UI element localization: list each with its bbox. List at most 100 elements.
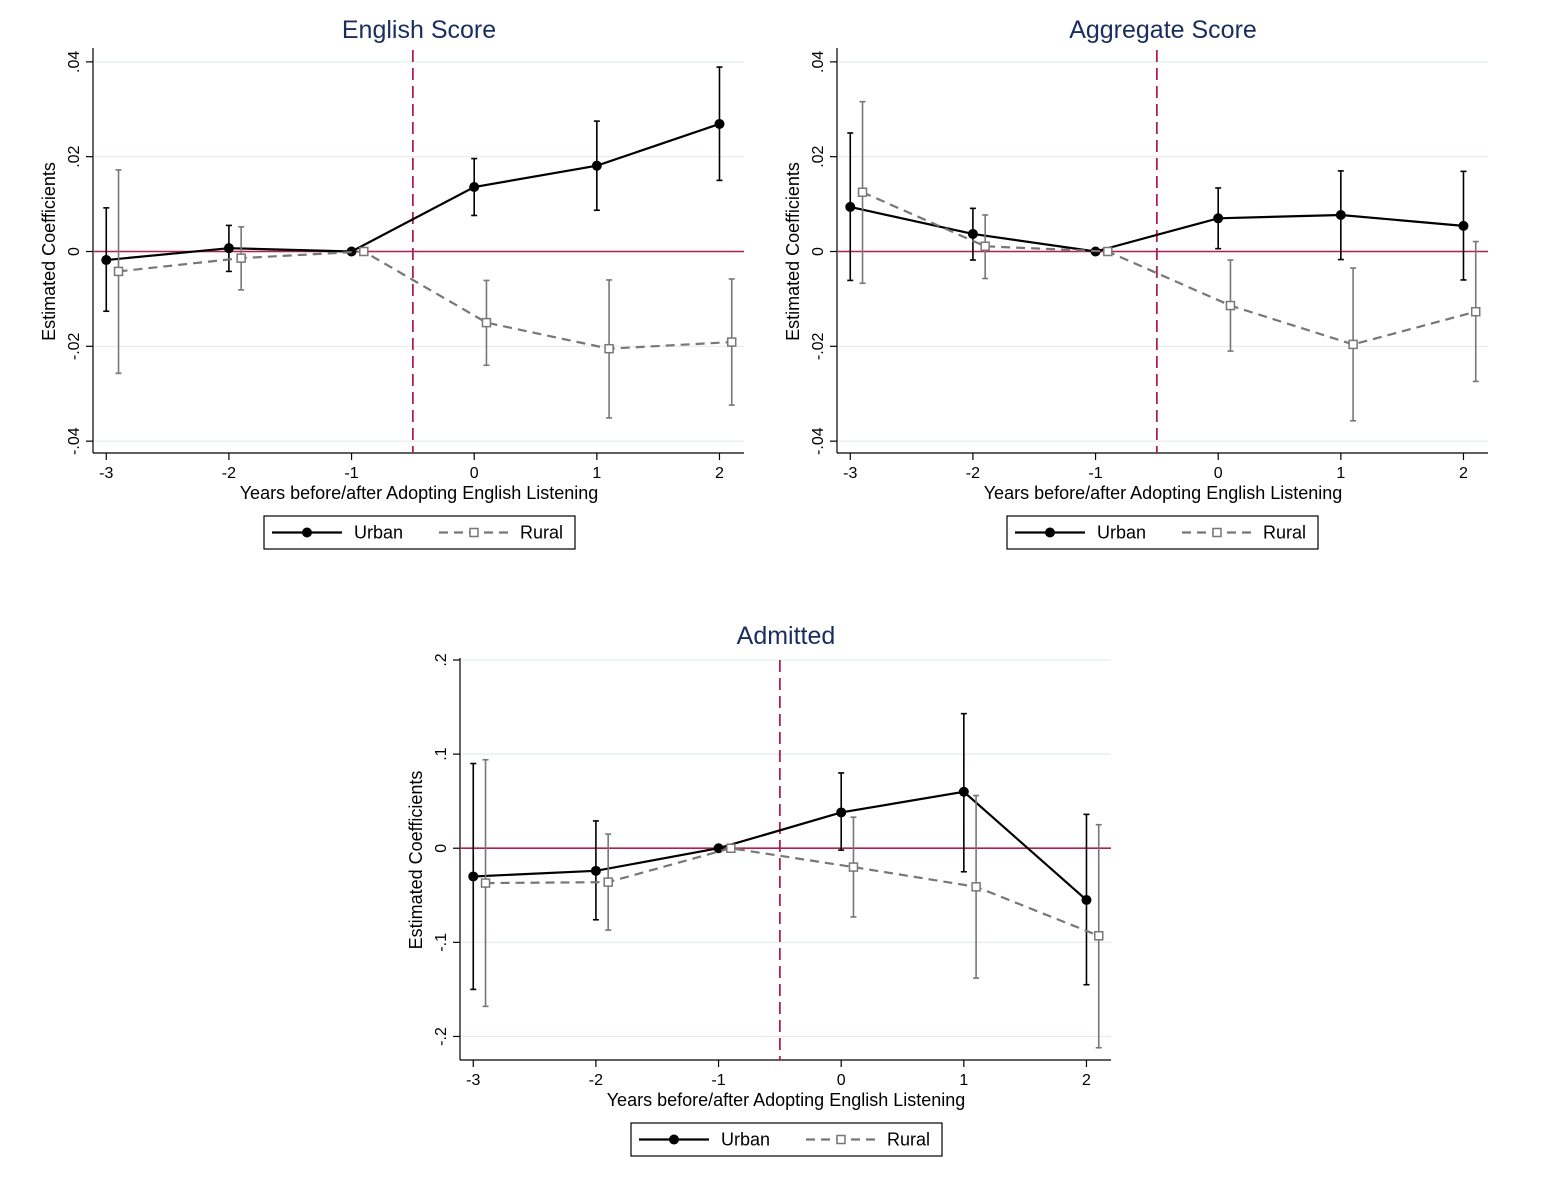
x-axis-label: Years before/after Adopting English List…	[607, 1090, 966, 1110]
legend-box	[630, 1122, 943, 1157]
x-tick-label: 0	[470, 465, 479, 482]
legend: Urban Rural	[630, 1122, 943, 1157]
series-line	[118, 250, 732, 350]
y-tick-label: .2	[433, 653, 450, 666]
y-tick-label: -.04	[810, 427, 827, 455]
series-line	[862, 191, 1477, 346]
y-axis-label: Estimated Coefficients	[39, 162, 59, 341]
series-urban	[845, 132, 1469, 282]
legend-label-urban: Urban	[354, 523, 403, 543]
y-tick-label: -.02	[810, 332, 827, 360]
series-line	[473, 790, 1088, 901]
x-axis-label: Years before/after Adopting English List…	[984, 483, 1343, 503]
series-line	[850, 205, 1464, 253]
x-tick-label: -2	[222, 465, 236, 482]
x-axis-label: Years before/after Adopting English List…	[240, 483, 599, 503]
data-point	[223, 243, 234, 254]
data-point	[726, 337, 737, 347]
y-axis-label: Estimated Coefficients	[406, 771, 426, 950]
data-point	[1458, 220, 1469, 231]
data-point	[359, 246, 369, 257]
data-point	[713, 843, 724, 854]
data-point	[980, 241, 990, 252]
legend: Urban Rural	[1006, 515, 1319, 550]
data-point	[1348, 339, 1358, 350]
chart-panel-2: -.04 -.02 0 .02 .04 -3 -2 -1 0 1 2 Aggregate Score Y…	[783, 16, 1488, 550]
legend: Urban Rural	[263, 515, 576, 550]
data-point	[481, 317, 492, 328]
data-point	[958, 786, 969, 797]
y-tick-label: .1	[433, 747, 450, 760]
series-line	[106, 122, 720, 262]
legend-marker-rural	[1212, 527, 1222, 538]
data-point	[603, 877, 613, 887]
data-point	[1103, 246, 1113, 257]
data-point	[1081, 895, 1092, 905]
legend-label-rural: Rural	[520, 523, 563, 543]
data-point	[469, 182, 480, 193]
data-point	[1470, 306, 1481, 317]
legend-marker-rural	[836, 1134, 846, 1145]
x-tick-label: 0	[837, 1072, 846, 1089]
data-point	[845, 201, 856, 212]
data-point	[236, 253, 246, 263]
data-point	[714, 118, 725, 129]
chart-title: Admitted	[737, 622, 836, 650]
data-point	[836, 807, 847, 818]
data-point	[848, 862, 859, 872]
data-point	[1225, 300, 1236, 311]
legend-label-urban: Urban	[1097, 523, 1146, 543]
data-point	[857, 187, 868, 197]
series-rural	[480, 758, 1104, 1049]
x-tick-label: 2	[715, 465, 724, 482]
legend-label-rural: Rural	[887, 1130, 930, 1150]
series-urban	[101, 66, 725, 313]
y-tick-label: 0	[66, 247, 83, 256]
x-tick-label: 1	[1336, 465, 1345, 482]
data-point	[726, 843, 736, 853]
chart-panel-1: -.04 -.02 0 .02 .04 -3 -2 -1 0 1 2 English Score Yea…	[39, 16, 744, 550]
legend-marker-urban	[669, 1134, 679, 1145]
x-tick-label: -3	[99, 465, 113, 482]
data-point	[591, 160, 602, 171]
y-tick-label: 0	[810, 247, 827, 256]
x-tick-label: -3	[843, 465, 857, 482]
x-tick-label: 1	[592, 465, 601, 482]
x-tick-label: 1	[959, 1072, 968, 1089]
data-point	[1093, 931, 1104, 941]
y-tick-label: 0	[433, 844, 450, 853]
chart-panel-3: -.2 -.1 0 .1 .2 -3 -2 -1 0 1 2 Admitted Years before…	[406, 622, 1111, 1157]
x-tick-label: 2	[1082, 1072, 1091, 1089]
series-rural	[113, 169, 737, 419]
data-point	[1335, 209, 1346, 220]
data-point	[468, 871, 479, 882]
legend-marker-urban	[1045, 527, 1055, 538]
series-line	[485, 847, 1100, 937]
y-tick-label: -.1	[433, 933, 450, 952]
data-point	[113, 266, 124, 277]
y-tick-label: -.2	[433, 1027, 450, 1046]
x-tick-label: -1	[344, 465, 358, 482]
y-tick-label: .04	[66, 51, 83, 73]
data-point	[604, 343, 614, 354]
y-tick-label: -.04	[66, 427, 83, 455]
y-axis-label: Estimated Coefficients	[783, 162, 803, 341]
series-urban	[468, 712, 1092, 991]
x-tick-label: -2	[589, 1072, 603, 1089]
x-tick-label: -1	[711, 1072, 725, 1089]
x-tick-label: -2	[966, 465, 980, 482]
x-tick-label: -1	[1088, 465, 1102, 482]
legend-marker-urban	[302, 527, 312, 538]
chart-title: Aggregate Score	[1069, 16, 1257, 44]
data-point	[1213, 213, 1224, 224]
y-tick-label: .04	[810, 51, 827, 73]
legend-marker-rural	[469, 527, 479, 538]
data-point	[967, 228, 978, 239]
y-tick-label: -.02	[66, 332, 83, 360]
data-point	[480, 878, 491, 888]
data-point	[101, 255, 112, 266]
legend-label-urban: Urban	[721, 1130, 770, 1150]
x-tick-label: -3	[466, 1072, 480, 1089]
y-tick-label: .02	[66, 145, 83, 167]
